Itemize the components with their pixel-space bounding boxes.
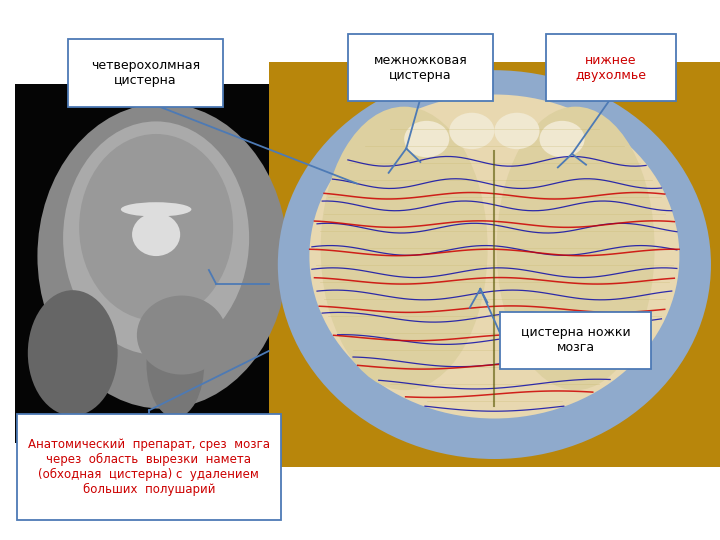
Ellipse shape [37,104,288,409]
Ellipse shape [137,295,227,375]
Ellipse shape [449,113,495,149]
FancyBboxPatch shape [500,312,652,368]
Text: Анатомический  препарат, срез  мозга
через  область  вырезки  намета
(обходная  : Анатомический препарат, срез мозга через… [28,438,270,496]
Ellipse shape [539,121,585,157]
Ellipse shape [320,106,487,390]
Ellipse shape [132,213,180,256]
Ellipse shape [63,122,249,355]
Ellipse shape [310,94,680,419]
Ellipse shape [404,121,449,157]
Ellipse shape [28,290,117,416]
Ellipse shape [495,113,539,149]
FancyBboxPatch shape [348,33,492,102]
FancyBboxPatch shape [17,415,281,519]
Ellipse shape [278,70,711,459]
FancyBboxPatch shape [546,33,676,102]
Bar [269,62,720,467]
Text: цистерна ножки
мозга: цистерна ножки мозга [521,326,630,354]
Text: нижнее
двухолмье: нижнее двухолмье [575,53,647,82]
Text: межножковая
цистерна: межножковая цистерна [374,53,467,82]
Ellipse shape [497,106,654,390]
Bar [15,84,336,443]
Ellipse shape [121,202,192,217]
FancyBboxPatch shape [68,39,223,106]
Ellipse shape [79,134,233,321]
Ellipse shape [146,310,204,417]
Text: четверохолмная
цистерна: четверохолмная цистерна [91,59,200,87]
